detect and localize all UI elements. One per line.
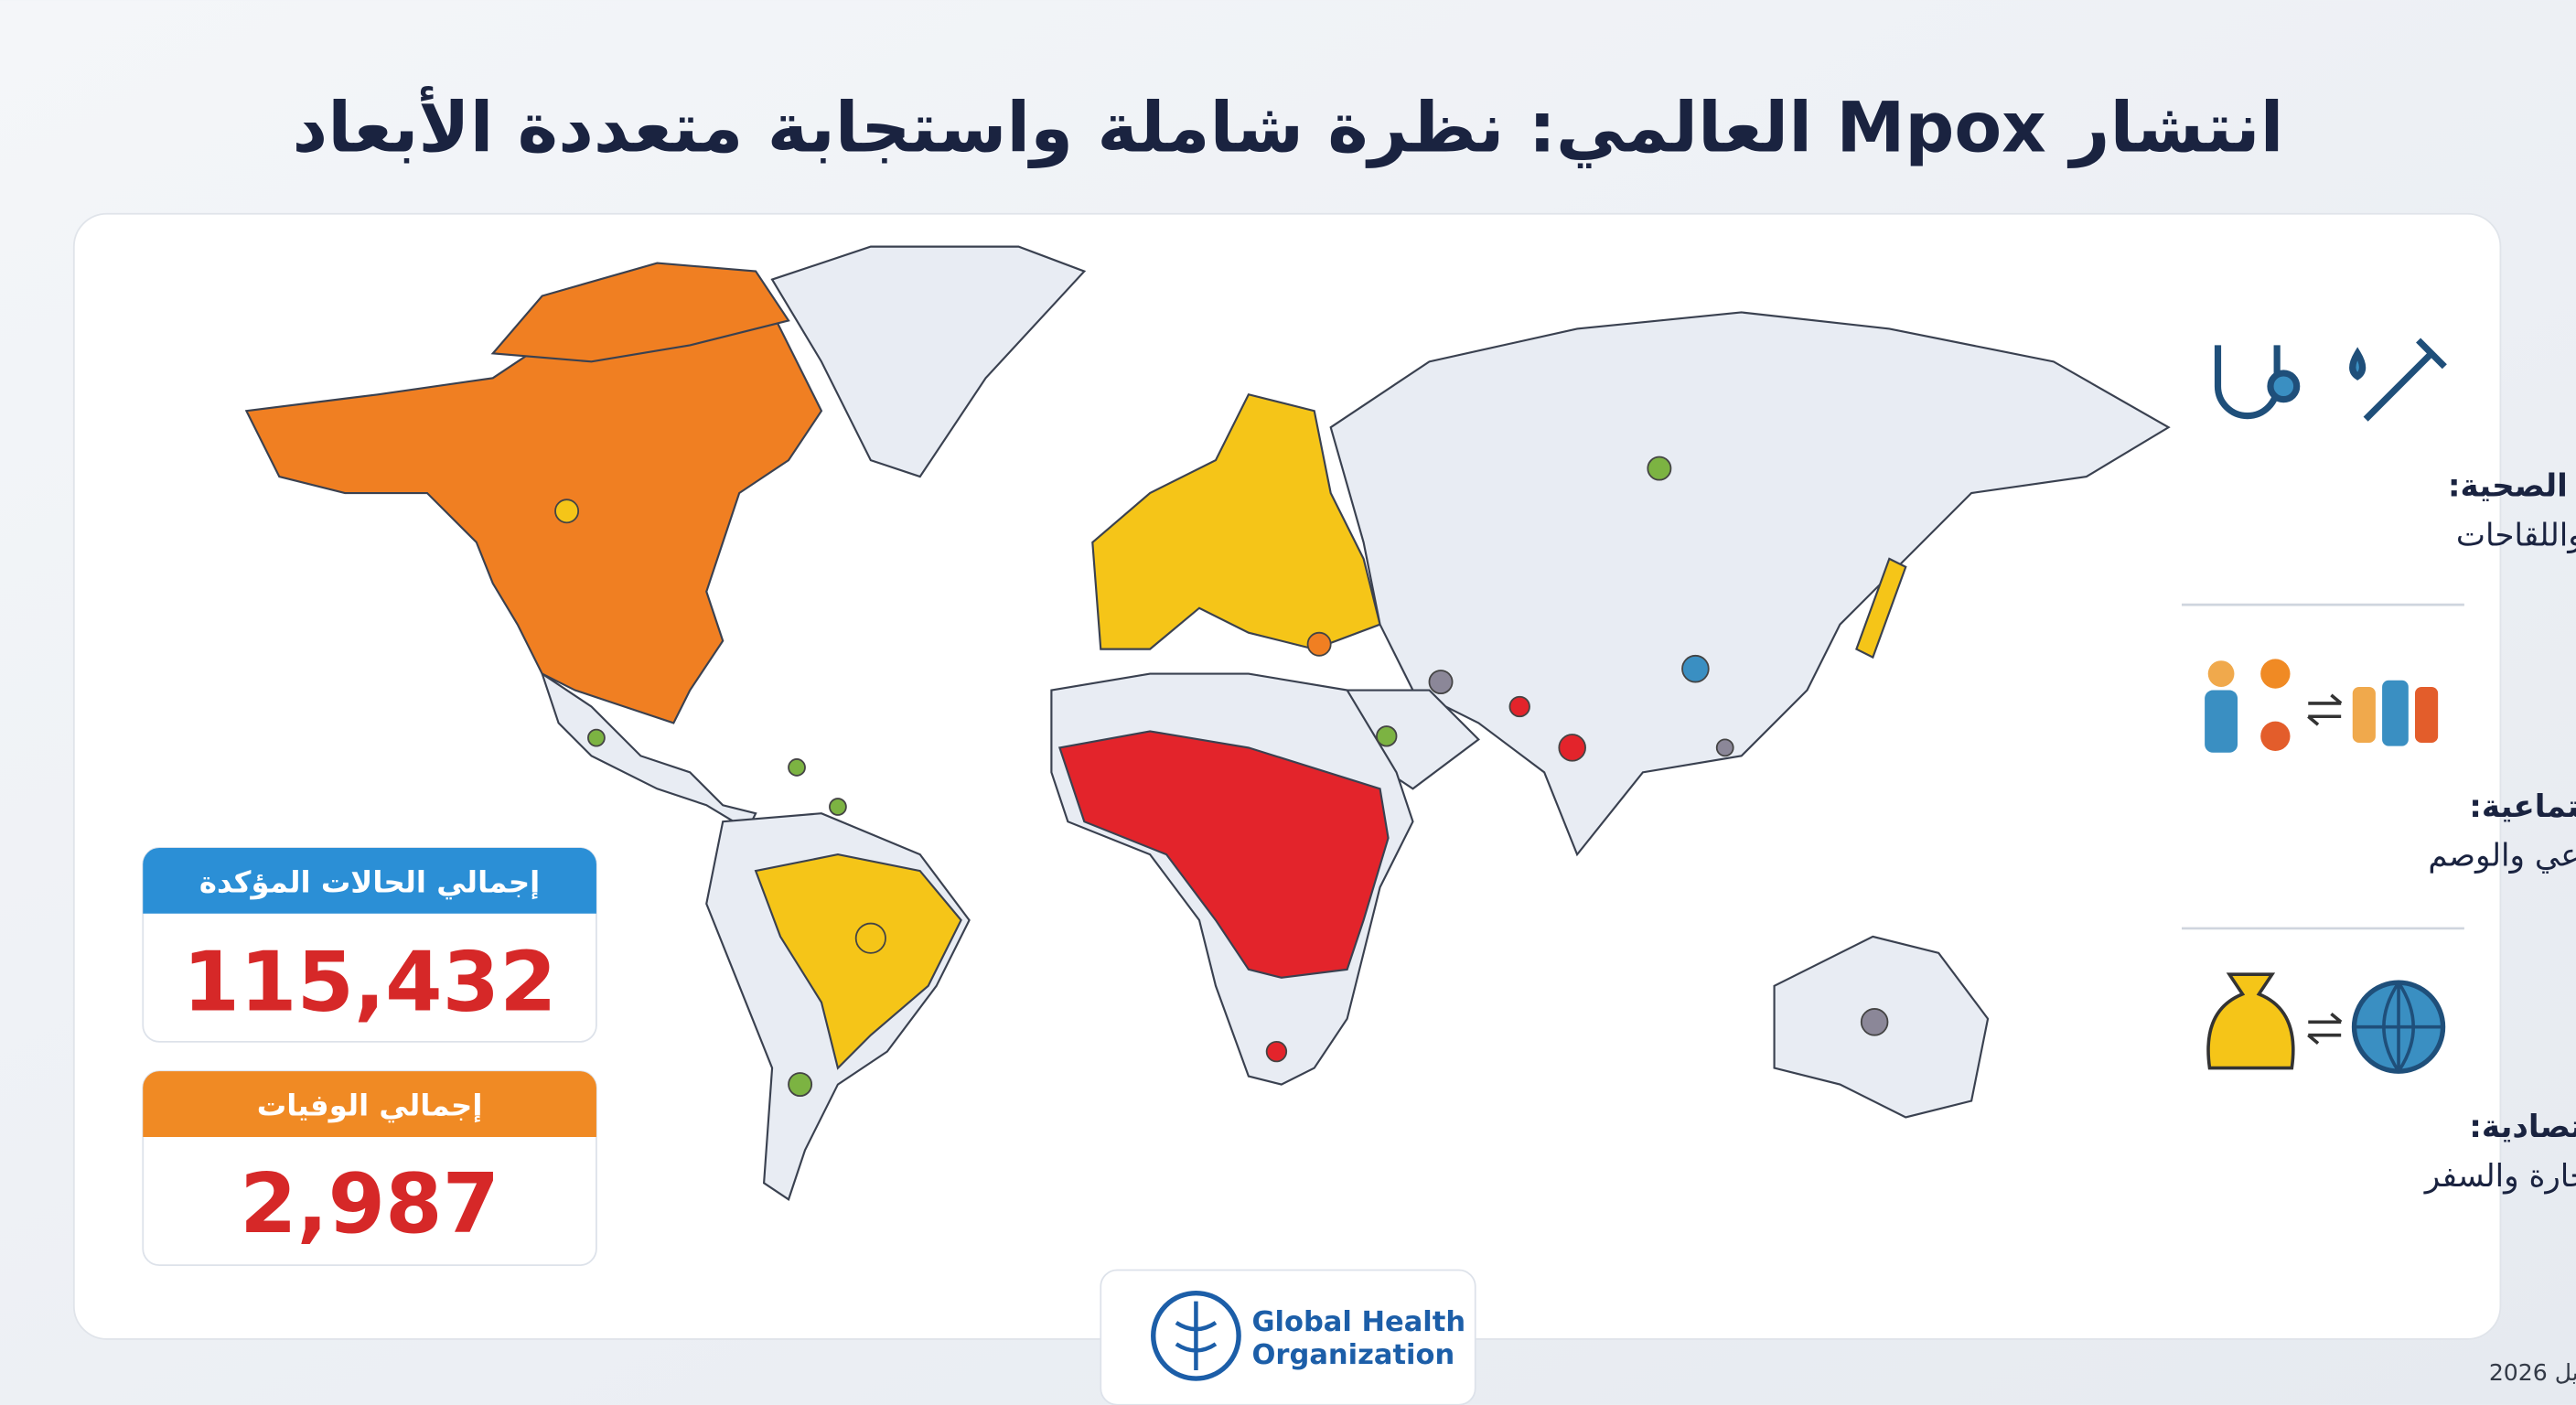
stat-header [143,1071,596,1138]
marker [1265,1040,1288,1063]
logo-text: Global Health [1251,1306,1465,1338]
person-icon [2352,686,2376,743]
exchange-arrow [2307,1012,2343,1046]
marker [854,922,886,954]
marker [1715,738,1734,757]
person-icon [2205,690,2238,753]
stat-value: 115,432 [183,936,557,1031]
marker [554,499,580,524]
exchange-arrow [2307,693,2343,726]
marker [1428,670,1454,695]
stat-label: إجمالي الحالات المؤكدة [199,864,540,900]
person-icon [2260,721,2291,751]
stat-deaths: إجمالي الوفيات 2,987 [142,1070,597,1266]
factor-title: العوامل الاقتصادية: [2469,1109,2576,1145]
globe-lines [2354,981,2443,1073]
factor-title: العوامل الاجتماعية: [2469,788,2576,825]
stethoscope-head [2267,370,2301,403]
logo-text: Organization [1251,1339,1454,1371]
logo-emblem [1151,1290,1241,1381]
factor-subtitle: التجارة والسفر [2423,1158,2576,1195]
marker [788,1072,813,1098]
money-bag-icon [2206,972,2295,1070]
factor-title: العوامل الصحية: [2448,468,2576,505]
footer-note: بيانات تقديرية - أبريل 2026 [2489,1357,2576,1387]
health-icons [2214,338,2447,422]
arctic-islands [490,262,790,363]
logo: Global Health Organization [1100,1269,1476,1405]
stat-label: إجمالي الوفيات [257,1089,483,1124]
marker [1376,725,1398,747]
world-map [244,245,2171,1201]
person-icon [2415,686,2439,743]
factor-subtitle: الوعي والوصم [2428,838,2576,874]
europe [1091,393,1381,650]
marker [1647,456,1672,481]
syringe-icon [2363,338,2447,422]
title: انتشار Mpox العالمي: نظرة شاملة واستجابة… [293,86,2284,168]
economic-icons [2206,972,2446,1074]
stat-value: 2,987 [240,1157,499,1252]
person-icon [2382,680,2409,746]
marker [1860,1008,1889,1036]
factor-subtitle: المراقبة واللقاحات [2456,517,2576,553]
greenland [770,245,1087,478]
social-icons [2205,659,2439,753]
person-icon [2207,660,2235,687]
person-icon [2260,659,2291,689]
marker [1508,695,1530,718]
marker [1558,734,1586,762]
brazil [754,853,962,1070]
marker [1306,631,1332,657]
marker [788,758,806,777]
stat-cases: إجمالي الحالات المؤكدة 115,432 [142,847,597,1043]
factors-panel: العوامل الصحية: المراقبة واللقاحات العوا… [2181,338,2576,1195]
stat-header [143,847,596,914]
japan [1855,557,1907,660]
central-africa [1057,730,1390,979]
logo-emblem-detail [1175,1301,1218,1371]
drop-icon [2349,347,2367,381]
marker [829,798,847,816]
marker [587,728,606,747]
marker [1681,654,1710,683]
